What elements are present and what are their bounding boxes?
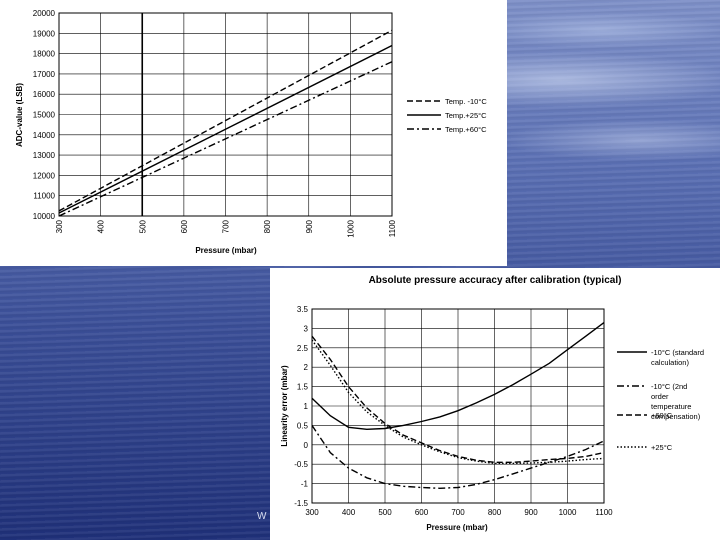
x-axis-label: Pressure (mbar) — [195, 246, 257, 255]
y-tick-label: 3.5 — [297, 305, 309, 314]
x-tick-label: 600 — [415, 508, 429, 517]
x-tick-label: 700 — [451, 508, 465, 517]
series-line-0 — [311, 322, 605, 431]
chart-1-svg: Absolute pressure accuracy after calibra… — [280, 275, 704, 532]
y-tick-label: 3 — [304, 324, 309, 333]
x-tick-label: 700 — [222, 219, 231, 233]
legend-label-1: -10°C (2nd order temperature compensation) — [651, 382, 701, 421]
x-tick-label: 600 — [180, 219, 189, 233]
chart-linearity-error: Absolute pressure accuracy after calibra… — [270, 268, 720, 540]
x-tick-label: 900 — [524, 508, 538, 517]
y-tick-label: -1 — [301, 480, 309, 489]
legend-label-2: +60°C — [651, 411, 673, 420]
legend-label-1: Temp.+25°C — [445, 111, 487, 120]
chart-adc-vs-pressure: 300 400 500 600 700 800 900 1000 1100 10000 11000 1… — [0, 0, 507, 266]
x-tick-label: 1100 — [388, 219, 397, 237]
y-tick-label: 12000 — [33, 171, 56, 180]
x-tick-label: 300 — [55, 219, 64, 233]
x-tick-label: 800 — [263, 219, 272, 233]
legend-label-2: Temp.+60°C — [445, 125, 487, 134]
legend-label-0: Temp. -10°C — [445, 97, 487, 106]
x-tick-label: 300 — [305, 508, 319, 517]
x-tick-label: 400 — [342, 508, 356, 517]
series-line-1 — [58, 44, 393, 214]
y-tick-label: 16000 — [33, 90, 56, 99]
y-tick-label: 1 — [304, 402, 309, 411]
x-tick-label: 1100 — [595, 508, 613, 517]
x-tick-label: 1000 — [346, 219, 355, 237]
y-tick-label: -0.5 — [294, 460, 308, 469]
x-tick-label: 500 — [378, 508, 392, 517]
y-tick-label: 19000 — [33, 29, 56, 38]
legend-label-3: +25°C — [651, 443, 673, 452]
y-tick-label: 10000 — [33, 212, 56, 221]
legend-label-line: -10°C (2nd — [651, 382, 687, 391]
y-tick-label: 20000 — [33, 9, 56, 18]
legend-label-line: order — [651, 392, 669, 401]
y-axis-label: ADC-value (LSB) — [15, 83, 24, 147]
legend-label-line: -10°C (standard — [651, 348, 704, 357]
legend-label-line: compensation) — [651, 412, 701, 421]
footer-text: W — [257, 511, 267, 522]
x-tick-label: 500 — [138, 219, 147, 233]
x-tick-label: 1000 — [559, 508, 577, 517]
x-axis-label: Pressure (mbar) — [426, 523, 488, 532]
y-tick-label: 0 — [304, 441, 309, 450]
y-tick-label: 11000 — [33, 192, 55, 201]
series-line-1 — [311, 425, 605, 490]
y-tick-label: -1.5 — [294, 499, 308, 508]
y-tick-label: 18000 — [33, 50, 56, 59]
y-tick-label: 14000 — [33, 131, 56, 140]
y-tick-label: 2.5 — [297, 344, 309, 353]
series-line-2 — [58, 61, 393, 217]
series-line-2 — [311, 335, 605, 464]
x-tick-label: 800 — [488, 508, 502, 517]
chart-title: Absolute pressure accuracy after calibra… — [369, 275, 622, 286]
plot-frame — [311, 308, 605, 504]
legend-label-line: +25°C — [651, 443, 673, 452]
legend-label-line: +60°C — [651, 411, 673, 420]
series-line-3 — [311, 339, 605, 465]
y-tick-label: 0.5 — [297, 421, 309, 430]
legend-label-line: temperature — [651, 402, 691, 411]
chart-0-svg: 300 400 500 600 700 800 900 1000 1100 10000 11000 1… — [15, 9, 487, 255]
legend-label-line: calculation) — [651, 358, 689, 367]
y-tick-label: 2 — [304, 363, 309, 372]
plot-frame — [58, 12, 393, 217]
y-axis-label: Linearity error (mbar) — [280, 365, 289, 447]
y-tick-label: 15000 — [33, 111, 56, 120]
y-tick-label: 1.5 — [297, 383, 309, 392]
y-tick-label: 17000 — [33, 70, 56, 79]
legend-label-0: -10°C (standard calculation) — [651, 348, 704, 367]
x-tick-label: 400 — [97, 219, 106, 233]
series-line-0 — [58, 29, 393, 212]
x-tick-label: 900 — [305, 219, 314, 233]
y-tick-label: 13000 — [33, 151, 56, 160]
